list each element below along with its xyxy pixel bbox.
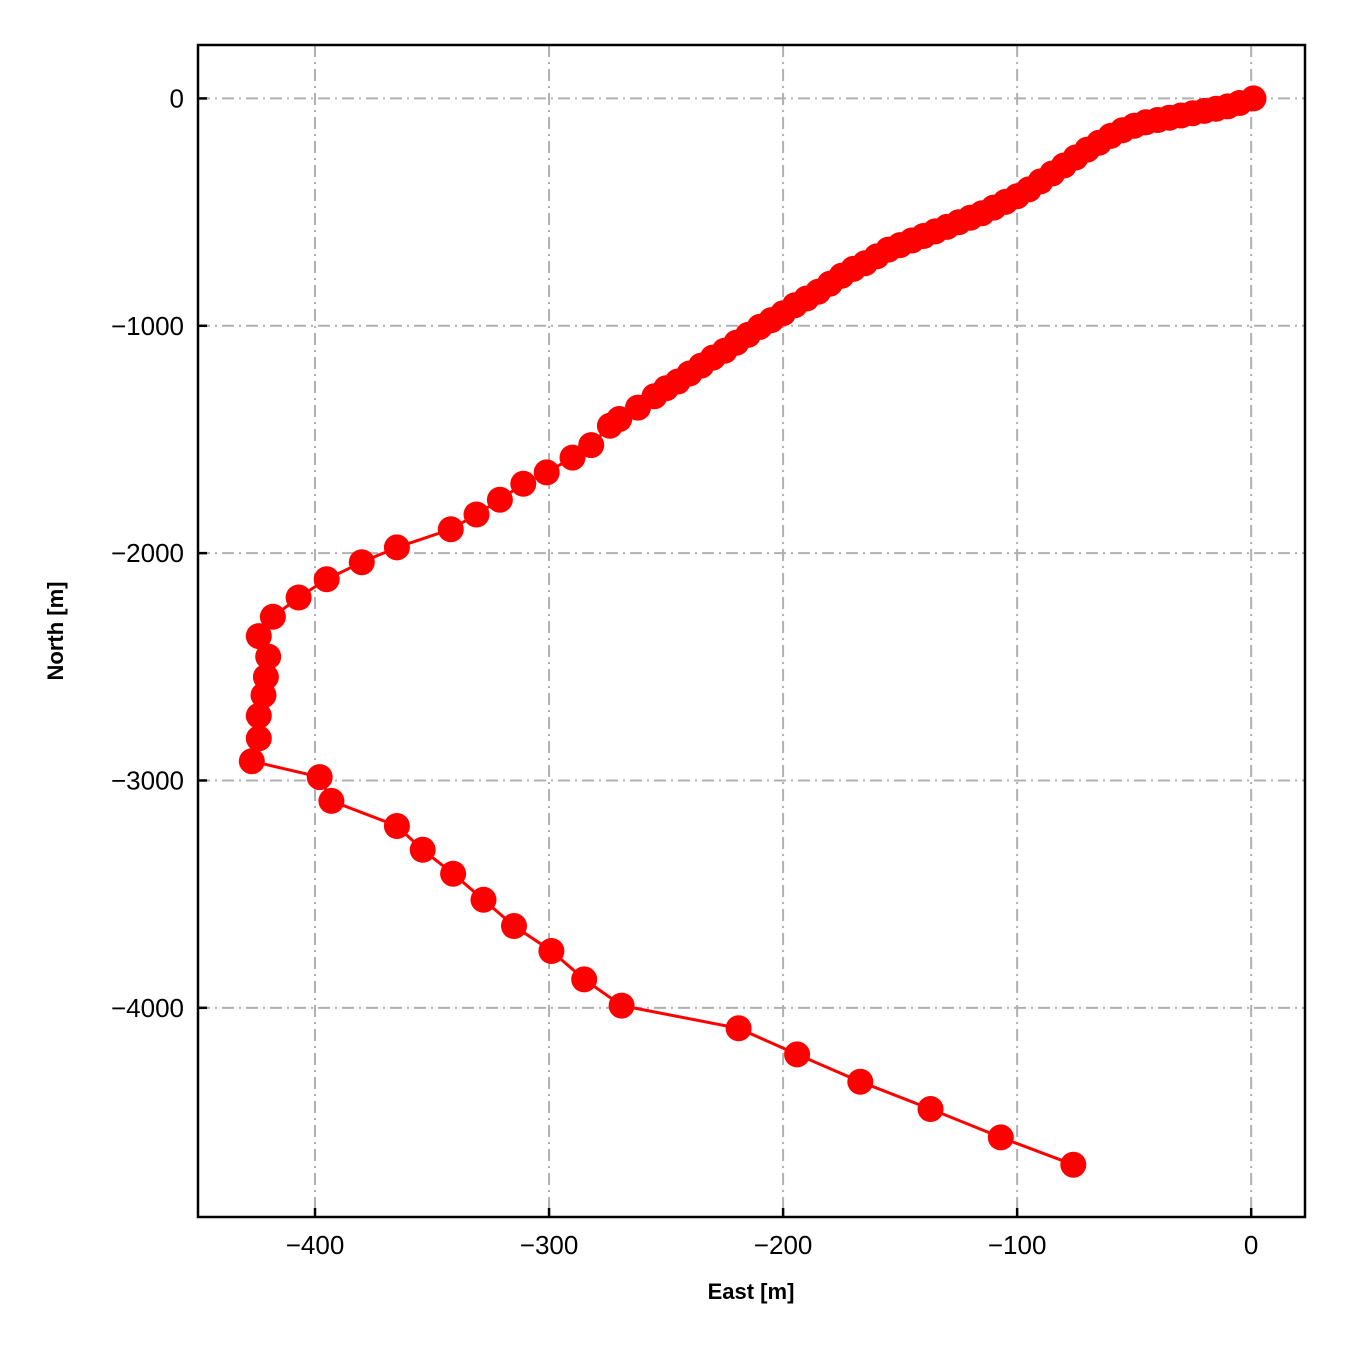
y-tick-label: 0	[170, 83, 184, 113]
x-tick-label: −400	[286, 1230, 345, 1260]
data-point	[306, 764, 333, 791]
data-point	[245, 725, 272, 752]
data-point	[348, 549, 375, 576]
data-point	[596, 412, 623, 439]
trajectory-line	[249, 96, 1254, 1167]
data-point	[437, 516, 464, 543]
data-point	[625, 394, 651, 421]
y-tick-label: −2000	[111, 538, 184, 568]
x-tick-label: −300	[520, 1230, 579, 1260]
data-point	[285, 584, 312, 611]
x-tick-label: −100	[988, 1230, 1047, 1260]
data-point	[1060, 1151, 1087, 1178]
data-point	[383, 534, 410, 561]
grid	[198, 45, 1305, 1217]
data-point	[608, 992, 635, 1019]
data-point	[533, 459, 560, 486]
data-point	[383, 813, 410, 839]
data-point	[238, 748, 265, 775]
ticks: −400 −300 −200 −100 00−1000−2000−3000−4000	[111, 83, 1258, 1260]
series-trajectory	[238, 85, 1267, 1178]
data-point	[917, 1096, 944, 1122]
data-point	[538, 938, 565, 964]
data-point	[847, 1068, 874, 1095]
x-tick-label: −200	[754, 1230, 813, 1260]
y-tick-label: −4000	[111, 993, 184, 1023]
data-point	[501, 913, 527, 939]
plot-frame	[196, 43, 1307, 1219]
data-point	[313, 566, 340, 593]
data-point	[245, 702, 272, 729]
data-point	[250, 682, 277, 709]
data-point	[784, 1041, 811, 1068]
data-point	[987, 1124, 1014, 1151]
data-point	[470, 886, 497, 913]
data-point	[578, 432, 605, 459]
data-point	[245, 623, 272, 650]
data-point	[409, 836, 436, 863]
data-point	[510, 470, 537, 497]
x-axis-label: East [m]	[708, 1279, 795, 1304]
data-point	[725, 1015, 752, 1042]
data-point	[440, 860, 467, 887]
data-point	[318, 787, 345, 814]
y-tick-label: −1000	[111, 311, 184, 341]
y-axis-label: North [m]	[43, 582, 68, 681]
y-tick-label: −3000	[111, 765, 184, 795]
x-tick-label: 0	[1244, 1230, 1258, 1260]
data-point	[463, 501, 490, 528]
data-point	[259, 603, 286, 630]
data-point	[486, 486, 513, 513]
data-point	[255, 643, 282, 670]
data-point	[559, 444, 586, 471]
data-point	[571, 966, 598, 993]
